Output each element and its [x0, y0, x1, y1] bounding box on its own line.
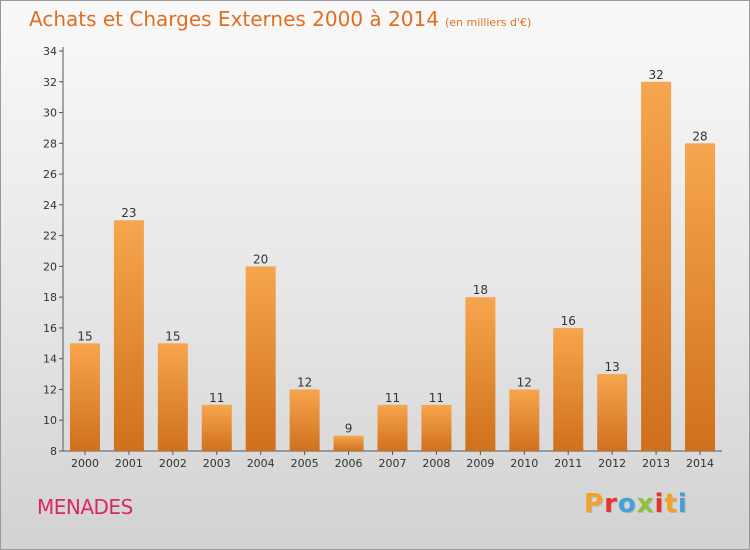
bar: [157, 343, 188, 451]
y-tick-label: 24: [43, 199, 57, 212]
y-tick-label: 16: [43, 322, 57, 335]
data-label: 23: [121, 206, 136, 220]
chart-title: Achats et Charges Externes 2000 à 2014 (e…: [29, 7, 531, 31]
brand-letter: i: [677, 489, 688, 519]
bar: [553, 327, 584, 451]
x-tick-label: 2006: [335, 457, 363, 470]
y-tick-label: 14: [43, 353, 57, 366]
data-label: 15: [165, 329, 180, 343]
y-tick-label: 8: [50, 445, 57, 458]
x-tick-label: 2003: [203, 457, 231, 470]
chart-labels: 15 23 15 11 20 12 9 11 11 18 12 16 13 32 28: [77, 68, 707, 436]
y-tick-label: 30: [43, 107, 57, 120]
bar: [641, 81, 672, 452]
brand-letter: o: [617, 489, 637, 519]
data-label: 16: [561, 314, 576, 328]
data-label: 32: [648, 68, 663, 82]
x-tick-label: 2009: [466, 457, 494, 470]
title-text: Achats et Charges Externes 2000 à 2014: [29, 7, 439, 31]
commune-name: MENADES: [37, 495, 133, 519]
bar: [333, 435, 364, 451]
bar: [289, 389, 320, 451]
data-label: 9: [345, 422, 353, 436]
x-tick-label: 2004: [247, 457, 275, 470]
x-tick-label: 2014: [686, 457, 714, 470]
y-tick-label: 10: [43, 414, 57, 427]
x-tick-label: 2008: [422, 457, 450, 470]
data-label: 13: [605, 360, 620, 374]
y-tick-label: 32: [43, 76, 57, 89]
bar: [113, 220, 144, 451]
x-tick-label: 2001: [115, 457, 143, 470]
brand-letter: r: [604, 489, 618, 519]
brand-letter: P: [584, 489, 605, 519]
brand-logo: Proxiti: [584, 489, 688, 519]
y-tick-label: 28: [43, 137, 57, 150]
data-label: 28: [692, 129, 707, 143]
data-label: 12: [517, 375, 532, 389]
bar: [509, 389, 540, 451]
bar: [69, 343, 100, 451]
chart-axes: 8 10 12 14 16 18 20 22 24 26 28 30 32 34 2000 2001 2002 2…: [43, 45, 722, 470]
x-tick-label: 2007: [379, 457, 407, 470]
brand-letter: i: [654, 489, 665, 519]
x-tick-label: 2002: [159, 457, 187, 470]
x-tick-label: 2000: [71, 457, 99, 470]
x-tick-label: 2012: [598, 457, 626, 470]
brand-letter: x: [636, 489, 655, 519]
bar: [421, 404, 452, 451]
data-label: 11: [385, 391, 400, 405]
y-tick-label: 34: [43, 45, 57, 58]
x-tick-label: 2011: [554, 457, 582, 470]
y-tick-label: 26: [43, 168, 57, 181]
y-tick-label: 22: [43, 230, 57, 243]
bar: [377, 404, 408, 451]
bar: [245, 266, 276, 451]
x-tick-label: 2013: [642, 457, 670, 470]
y-tick-label: 20: [43, 260, 57, 273]
bar: [597, 374, 628, 451]
y-tick-label: 12: [43, 383, 57, 396]
data-label: 12: [297, 375, 312, 389]
bar: [465, 297, 496, 451]
chart-bars: [69, 81, 716, 452]
y-tick-label: 18: [43, 291, 57, 304]
title-unit: (en milliers d'€): [444, 16, 532, 29]
bar: [201, 404, 232, 451]
data-label: 11: [209, 391, 224, 405]
data-label: 20: [253, 252, 268, 266]
brand-letter: t: [664, 489, 678, 519]
x-tick-label: 2005: [291, 457, 319, 470]
bar: [685, 143, 716, 452]
data-label: 15: [77, 329, 92, 343]
x-tick-label: 2010: [510, 457, 538, 470]
data-label: 18: [473, 283, 488, 297]
data-label: 11: [429, 391, 444, 405]
